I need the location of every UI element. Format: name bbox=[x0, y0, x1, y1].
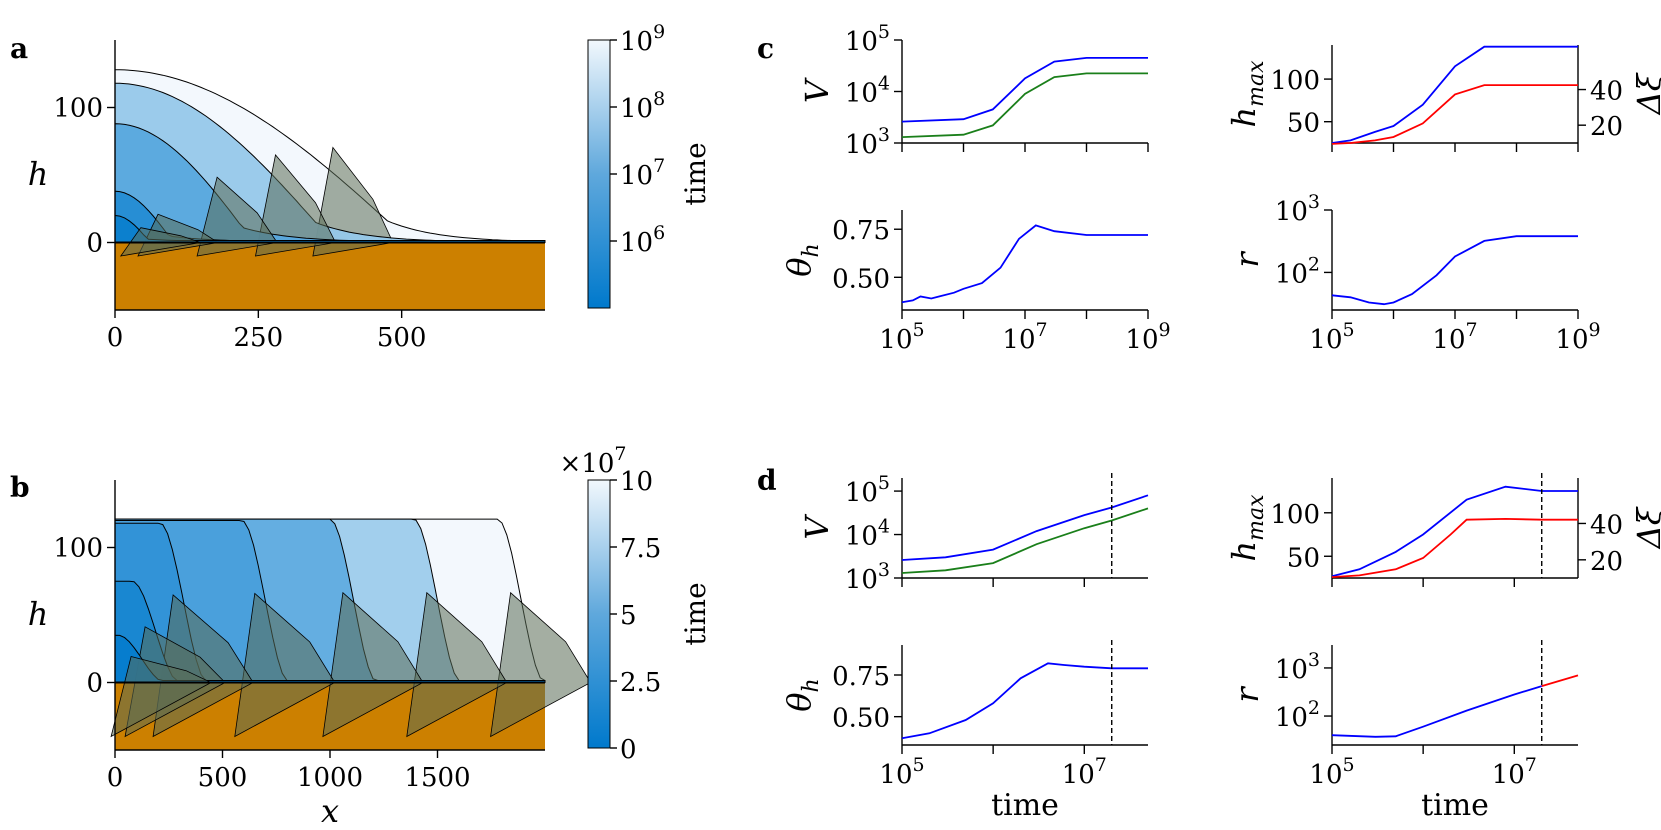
y-axis-right-label-c-hmax: Δξ bbox=[1630, 72, 1661, 116]
y-axis-label-b: h bbox=[28, 595, 49, 633]
y-tick-label-c-V-1: 104 bbox=[845, 73, 890, 109]
y-axis-label-c-theta: θh bbox=[780, 243, 824, 276]
colorbar-tick-label-b-3: 7.5 bbox=[620, 534, 661, 564]
x-tick-label-c-r-2: 109 bbox=[1555, 319, 1600, 355]
y-tick-label-d-theta-0: 0.50 bbox=[832, 704, 890, 734]
x-tick-label-a-0: 0 bbox=[107, 323, 124, 353]
y-axis-label-d-r: r bbox=[1228, 686, 1266, 703]
x-tick-label-b-3: 1500 bbox=[404, 763, 470, 793]
y-tick-label-c-r-0: 102 bbox=[1275, 253, 1320, 289]
series-line-c-hmax-0 bbox=[1331, 45, 1578, 144]
panel-letter-d: d bbox=[757, 464, 777, 497]
x-axis-label-d-theta: time bbox=[991, 788, 1059, 823]
panel-letter-c: c bbox=[757, 32, 774, 65]
y-tick-label-c-theta-0: 0.50 bbox=[832, 264, 890, 294]
y-tick-label-d-hmax-1: 100 bbox=[1270, 500, 1320, 530]
y-tick-right-label-c-hmax-0: 20 bbox=[1590, 112, 1623, 142]
y-axis-label-d-V: V bbox=[798, 514, 836, 540]
y-tick-label-d-theta-1: 0.75 bbox=[832, 662, 890, 692]
y-tick-label-c-V-0: 103 bbox=[845, 124, 890, 160]
substrate-area-a bbox=[115, 243, 545, 310]
colorbar-tick-label-b-0: 0 bbox=[620, 735, 637, 765]
y-axis-right-label-d-hmax: Δξ bbox=[1630, 506, 1661, 550]
x-tick-label-c-r-1: 107 bbox=[1432, 319, 1477, 355]
y-tick-right-label-d-hmax-0: 20 bbox=[1590, 547, 1623, 577]
colorbar-tick-label-b-1: 2.5 bbox=[620, 668, 661, 698]
x-tick-label-b-2: 1000 bbox=[297, 763, 363, 793]
series-line-d-r-0 bbox=[1331, 685, 1542, 738]
y-tick-label-d-hmax-0: 50 bbox=[1287, 543, 1320, 573]
series-line-d-theta-0 bbox=[901, 662, 1148, 740]
colorbar-label-b: time bbox=[679, 582, 712, 645]
x-tick-label-c-theta-2: 109 bbox=[1125, 319, 1170, 355]
panel-letter-b: b bbox=[10, 471, 30, 504]
y-tick-label-c-theta-1: 0.75 bbox=[832, 216, 890, 246]
x-tick-label-a-1: 250 bbox=[234, 323, 284, 353]
colorbar-multiplier-b: ×107 bbox=[560, 443, 627, 479]
series-line-c-theta-0 bbox=[901, 224, 1148, 304]
x-tick-label-b-0: 0 bbox=[107, 763, 124, 793]
x-tick-label-a-2: 500 bbox=[377, 323, 427, 353]
colorbar-tick-label-b-4: 10 bbox=[620, 467, 653, 497]
x-tick-label-d-theta-1: 107 bbox=[1062, 754, 1107, 790]
x-tick-label-c-theta-1: 107 bbox=[1002, 319, 1047, 355]
x-axis-label-d-r: time bbox=[1421, 788, 1489, 823]
y-axis-label-d-theta: θh bbox=[780, 678, 824, 711]
y-axis-label-c-V: V bbox=[798, 77, 836, 103]
y-tick-label-d-r-1: 103 bbox=[1275, 649, 1320, 685]
x-tick-label-c-theta-0: 105 bbox=[879, 319, 924, 355]
colorbar-tick-label-a-3: 109 bbox=[620, 21, 665, 57]
y-tick-label-a-0: 0 bbox=[86, 229, 103, 259]
y-tick-right-label-d-hmax-1: 40 bbox=[1590, 510, 1623, 540]
series-line-d-V-1 bbox=[901, 507, 1149, 574]
colorbar-tick-label-a-2: 108 bbox=[620, 88, 665, 124]
series-line-d-r-1 bbox=[1541, 674, 1579, 687]
colorbar-tick-label-a-0: 106 bbox=[620, 222, 665, 258]
x-tick-label-d-r-1: 107 bbox=[1492, 754, 1537, 790]
x-tick-label-d-r-0: 105 bbox=[1309, 754, 1354, 790]
y-tick-label-d-V-1: 104 bbox=[845, 516, 890, 552]
colorbar-tick-label-a-1: 107 bbox=[620, 155, 665, 191]
y-tick-label-c-r-1: 103 bbox=[1275, 191, 1320, 227]
y-tick-label-a-1: 100 bbox=[53, 94, 103, 124]
y-axis-label-d-hmax: hmax bbox=[1225, 494, 1269, 562]
x-axis-label-b: x bbox=[321, 792, 339, 830]
series-line-c-V-1 bbox=[901, 72, 1148, 138]
panel-letter-a: a bbox=[10, 32, 28, 65]
colorbar-tick-label-b-2: 5 bbox=[620, 601, 637, 631]
colorbar-b bbox=[587, 479, 611, 749]
series-line-d-hmax-1 bbox=[1331, 517, 1578, 578]
series-line-d-hmax-0 bbox=[1331, 485, 1578, 578]
y-tick-label-d-r-0: 102 bbox=[1275, 697, 1320, 733]
series-line-c-r-0 bbox=[1331, 235, 1578, 306]
series-line-c-hmax-1 bbox=[1331, 84, 1578, 145]
y-axis-label-a: h bbox=[28, 155, 49, 193]
y-tick-label-d-V-0: 103 bbox=[845, 559, 890, 595]
x-tick-label-c-r-0: 105 bbox=[1309, 319, 1354, 355]
y-axis-label-c-r: r bbox=[1228, 251, 1266, 268]
y-tick-label-b-0: 0 bbox=[86, 669, 103, 699]
y-tick-label-c-hmax-0: 50 bbox=[1287, 109, 1320, 139]
colorbar-label-a: time bbox=[679, 142, 712, 205]
y-tick-label-c-V-2: 105 bbox=[845, 21, 890, 57]
colorbar-a bbox=[587, 39, 611, 309]
x-tick-label-d-theta-0: 105 bbox=[879, 754, 924, 790]
y-axis-label-c-hmax: hmax bbox=[1225, 60, 1269, 128]
y-tick-label-b-1: 100 bbox=[53, 534, 103, 564]
y-tick-label-d-V-2: 105 bbox=[845, 472, 890, 508]
x-tick-label-b-1: 500 bbox=[198, 763, 248, 793]
y-tick-label-c-hmax-1: 100 bbox=[1270, 66, 1320, 96]
series-line-c-V-0 bbox=[901, 57, 1148, 123]
y-tick-right-label-c-hmax-1: 40 bbox=[1590, 77, 1623, 107]
